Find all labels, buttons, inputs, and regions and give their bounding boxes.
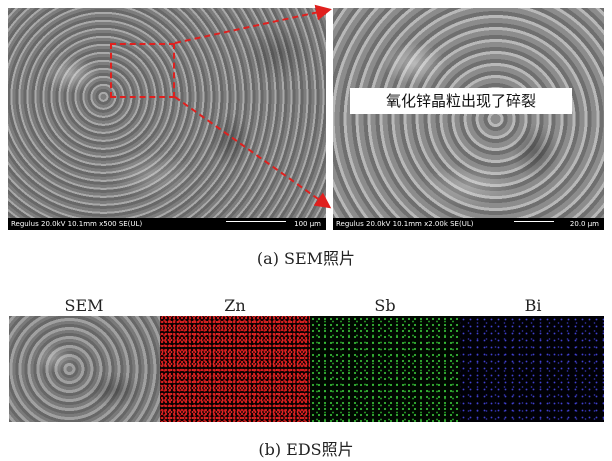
grain-fracture-annotation: 氧化锌晶粒出现了碎裂 (350, 88, 572, 114)
sem-caption: (a) SEM照片 (256, 249, 356, 268)
zoom-region-box (110, 43, 175, 98)
eds-sem-map (9, 316, 160, 422)
eds-caption: (b) EDS照片 (258, 440, 354, 459)
scale-bar (514, 221, 554, 224)
eds-label-zn: Zn (224, 296, 246, 315)
eds-bi-map (460, 316, 604, 422)
sem-right-scale: 20.0 μm (569, 220, 599, 228)
sem-image-x500: Regulus 20.0kV 10.1mm x500 SE(UL) 100 μm (8, 8, 326, 230)
sem-left-footer: Regulus 20.0kV 10.1mm x500 SE(UL) 100 μm (8, 218, 326, 230)
sem-right-info: Regulus 20.0kV 10.1mm x2.00k SE(UL) (336, 220, 474, 228)
eds-label-sem: SEM (64, 296, 104, 315)
scale-bar (226, 221, 286, 224)
sem-left-info: Regulus 20.0kV 10.1mm x500 SE(UL) (11, 220, 143, 228)
eds-label-sb: Sb (374, 296, 396, 315)
eds-sb-map (310, 316, 460, 422)
sem-right-footer: Regulus 20.0kV 10.1mm x2.00k SE(UL) 20.0… (333, 218, 604, 230)
zoom-arrow-bottom (174, 96, 332, 209)
zoom-arrow-top (174, 4, 332, 44)
eds-label-bi: Bi (524, 296, 542, 315)
eds-zn-map (160, 316, 310, 422)
zoom-arrows (174, 4, 332, 209)
sem-image-x2000: Regulus 20.0kV 10.1mm x2.00k SE(UL) 20.0… (333, 8, 604, 230)
sem-left-scale: 100 μm (294, 220, 321, 228)
